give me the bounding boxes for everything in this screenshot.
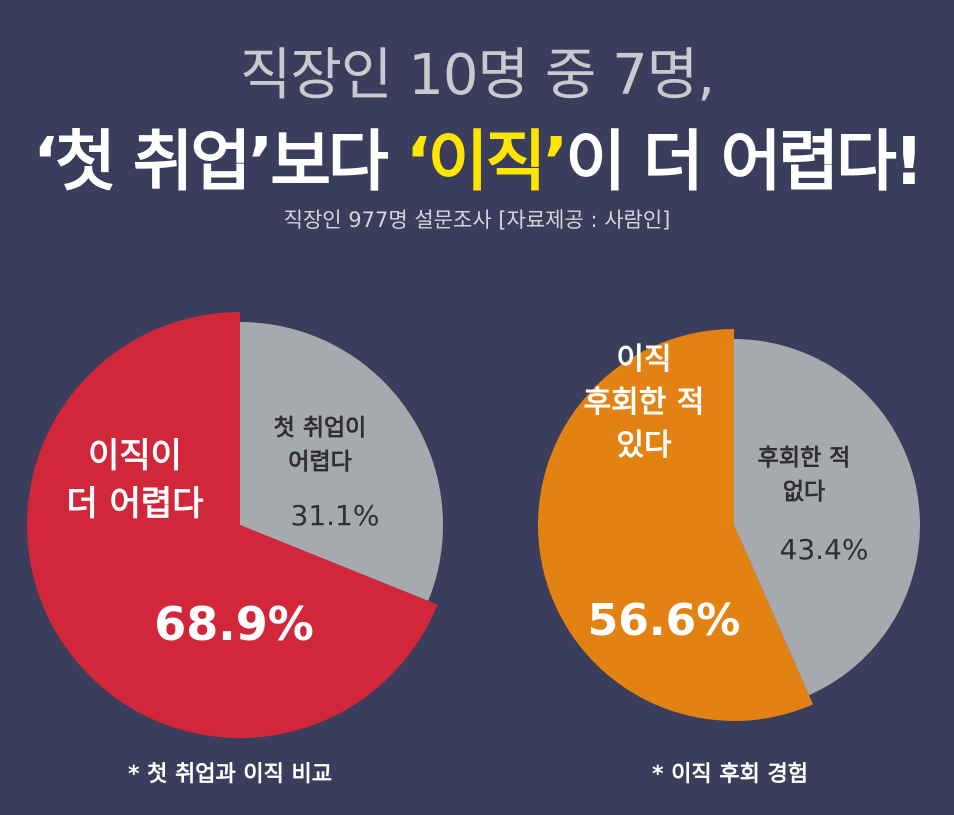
pie1-slice-secondary	[240, 322, 443, 601]
pie2-secondary-label: 후회한 적	[758, 445, 851, 471]
pie1-main-label: 이직이	[88, 436, 182, 476]
pie2-main-label: 후회한 적	[584, 385, 705, 420]
pie2-secondary-label: 없다	[783, 479, 825, 505]
chart1-caption: * 첫 취업과 이직 비교	[127, 762, 333, 787]
pie2-main-label: 있다	[616, 428, 672, 463]
pie1-main-value: 68.9%	[154, 597, 314, 651]
pie2-main-value: 56.6%	[588, 595, 741, 646]
pie2-secondary-value: 43.4%	[780, 533, 869, 566]
pie1-slice-main	[26, 312, 438, 738]
headline-part2: 이 더 어렵다!	[565, 123, 924, 200]
headline-highlight: ‘이직’	[405, 123, 569, 200]
pie2-main-label: 이직	[616, 342, 671, 377]
pie1-secondary-label: 첫 취업이	[274, 415, 367, 441]
pie2-slice-secondary	[734, 339, 920, 696]
chart2-caption: * 이직 후회 경험	[652, 762, 808, 787]
subtitle: 직장인 977명 설문조사 [자료제공 : 사람인]	[283, 208, 671, 232]
headline-line2: ‘첫 취업’보다 ‘이직’이 더 어렵다!	[0, 108, 954, 204]
pie1-secondary-label: 어렵다	[288, 449, 351, 475]
pie1-secondary-value: 31.1%	[291, 499, 380, 532]
pie2-slice-main	[537, 328, 813, 721]
headline-part1: ‘첫 취업’보다	[33, 123, 406, 200]
headline-line1: 직장인 10명 중 7명,	[239, 43, 715, 108]
pie1-main-label: 더 어렵다	[67, 484, 204, 524]
